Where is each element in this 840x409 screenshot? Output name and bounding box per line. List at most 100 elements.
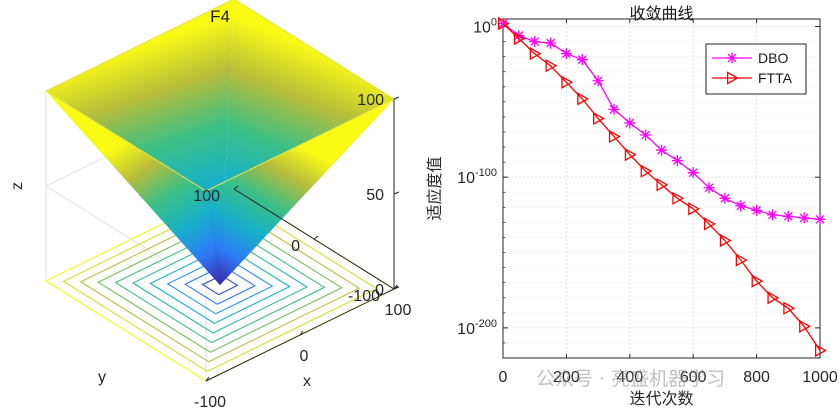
face-x-plus	[46, 91, 220, 285]
x-tick	[299, 330, 304, 336]
y-tick	[233, 185, 239, 190]
dbo-marker	[782, 210, 794, 222]
dbo-marker	[545, 37, 557, 49]
y-tick-label: 100	[473, 17, 497, 37]
ftta-marker	[704, 217, 716, 231]
dbo-marker	[726, 52, 738, 64]
contour-line	[149, 246, 291, 325]
ftta-line	[502, 23, 821, 351]
x-tick-label: 1000	[802, 369, 838, 386]
y-tick	[313, 235, 319, 240]
dbo-marker	[592, 75, 604, 87]
ftta-marker	[726, 71, 739, 85]
y-tick-label: 10-100	[457, 167, 497, 187]
contour-line	[184, 265, 256, 305]
z-tick	[393, 96, 400, 100]
x-tick	[205, 376, 210, 382]
ftta-marker	[767, 291, 780, 305]
y-tick-label: -100	[348, 288, 380, 305]
ftta-marker	[497, 16, 510, 31]
ftta-marker	[513, 31, 526, 46]
y-tick-exponent: -200	[475, 318, 497, 330]
ftta-marker	[751, 274, 764, 288]
plot-title: 收敛曲线	[629, 5, 693, 23]
face-y-plus	[206, 99, 394, 285]
watermark: 公众号 · 亮盛机器学习	[536, 368, 726, 390]
legend-label: FTTA	[758, 70, 793, 86]
y-tick-base: 10	[457, 170, 475, 187]
dbo-marker	[576, 54, 588, 66]
x-tick-label: 600	[680, 369, 707, 386]
ftta-marker	[577, 92, 590, 106]
dbo-marker	[751, 204, 763, 216]
dbo-marker	[798, 212, 810, 224]
x-tick-label: 0	[499, 369, 508, 386]
surface-rim	[44, 0, 396, 192]
z-axis-label: z	[9, 182, 26, 190]
dbo-marker	[703, 182, 715, 194]
ftta-marker	[719, 233, 732, 248]
y-tick-base: 10	[473, 20, 491, 37]
y-axis-label: 适应度值	[425, 156, 444, 220]
z-tick	[393, 191, 400, 195]
dbo-marker	[560, 48, 572, 60]
contour-line	[79, 207, 361, 363]
dbo-marker	[766, 209, 778, 221]
y-tick-exponent: 0	[491, 17, 497, 29]
ftta-marker	[545, 59, 558, 73]
ftta-marker	[799, 319, 811, 333]
ftta-marker	[561, 75, 574, 89]
dbo-marker	[671, 155, 683, 167]
y-tick-label: 10-200	[457, 318, 497, 338]
contour-line	[62, 198, 378, 373]
x-tick-label: 0	[300, 348, 309, 365]
y-tick-exponent: -100	[475, 167, 497, 179]
dbo-marker	[640, 129, 652, 141]
y-tick-label: 100	[193, 188, 220, 205]
contour-line	[131, 236, 309, 334]
dbo-marker	[687, 167, 699, 179]
dbo-marker	[529, 36, 541, 48]
plot-title: F4	[210, 7, 230, 26]
ftta-marker	[640, 164, 653, 178]
y-tick-base: 10	[457, 321, 475, 338]
y-tick-label: 0	[291, 238, 300, 255]
legend-box	[705, 43, 807, 95]
z-tick-label: 0	[375, 282, 384, 299]
ftta-marker	[735, 253, 748, 267]
x-tick	[393, 284, 398, 290]
contour-line	[97, 217, 343, 353]
legend-label: DBO	[758, 50, 788, 66]
ftta-marker	[814, 343, 827, 358]
x-axis-label: x	[303, 373, 311, 390]
ftta-marker	[529, 47, 542, 61]
ftta-marker	[656, 178, 669, 192]
x-tick-label: 800	[743, 369, 770, 386]
x-tick-label: 400	[616, 369, 643, 386]
dbo-marker	[656, 144, 667, 156]
z-tick-label: 50	[366, 187, 384, 204]
y-axis-label: y	[98, 369, 106, 386]
contour-line	[166, 255, 274, 315]
x-axis-label: 迭代次数	[629, 390, 693, 408]
dbo-marker	[719, 192, 731, 204]
z-tick-label: 100	[357, 92, 384, 109]
contour-line	[201, 274, 239, 296]
dbo-marker	[624, 117, 636, 129]
axes-box	[502, 18, 821, 359]
ftta-marker	[593, 111, 605, 126]
ftta-marker	[608, 129, 621, 144]
ftta-marker	[688, 202, 701, 216]
contour-line	[114, 226, 326, 344]
convergence-plot: 0 200 400 600 800 100010010-10010-200收敛曲线迭代次数…	[425, 5, 838, 408]
ftta-marker	[672, 191, 685, 205]
x-tick-label: 100	[385, 302, 412, 319]
x-tick-label: 200	[553, 369, 580, 386]
dbo-marker	[735, 200, 747, 212]
dbo-marker	[814, 213, 826, 225]
ftta-marker	[783, 301, 796, 315]
x-tick-label: -100	[194, 394, 226, 409]
dbo-marker	[608, 103, 620, 115]
